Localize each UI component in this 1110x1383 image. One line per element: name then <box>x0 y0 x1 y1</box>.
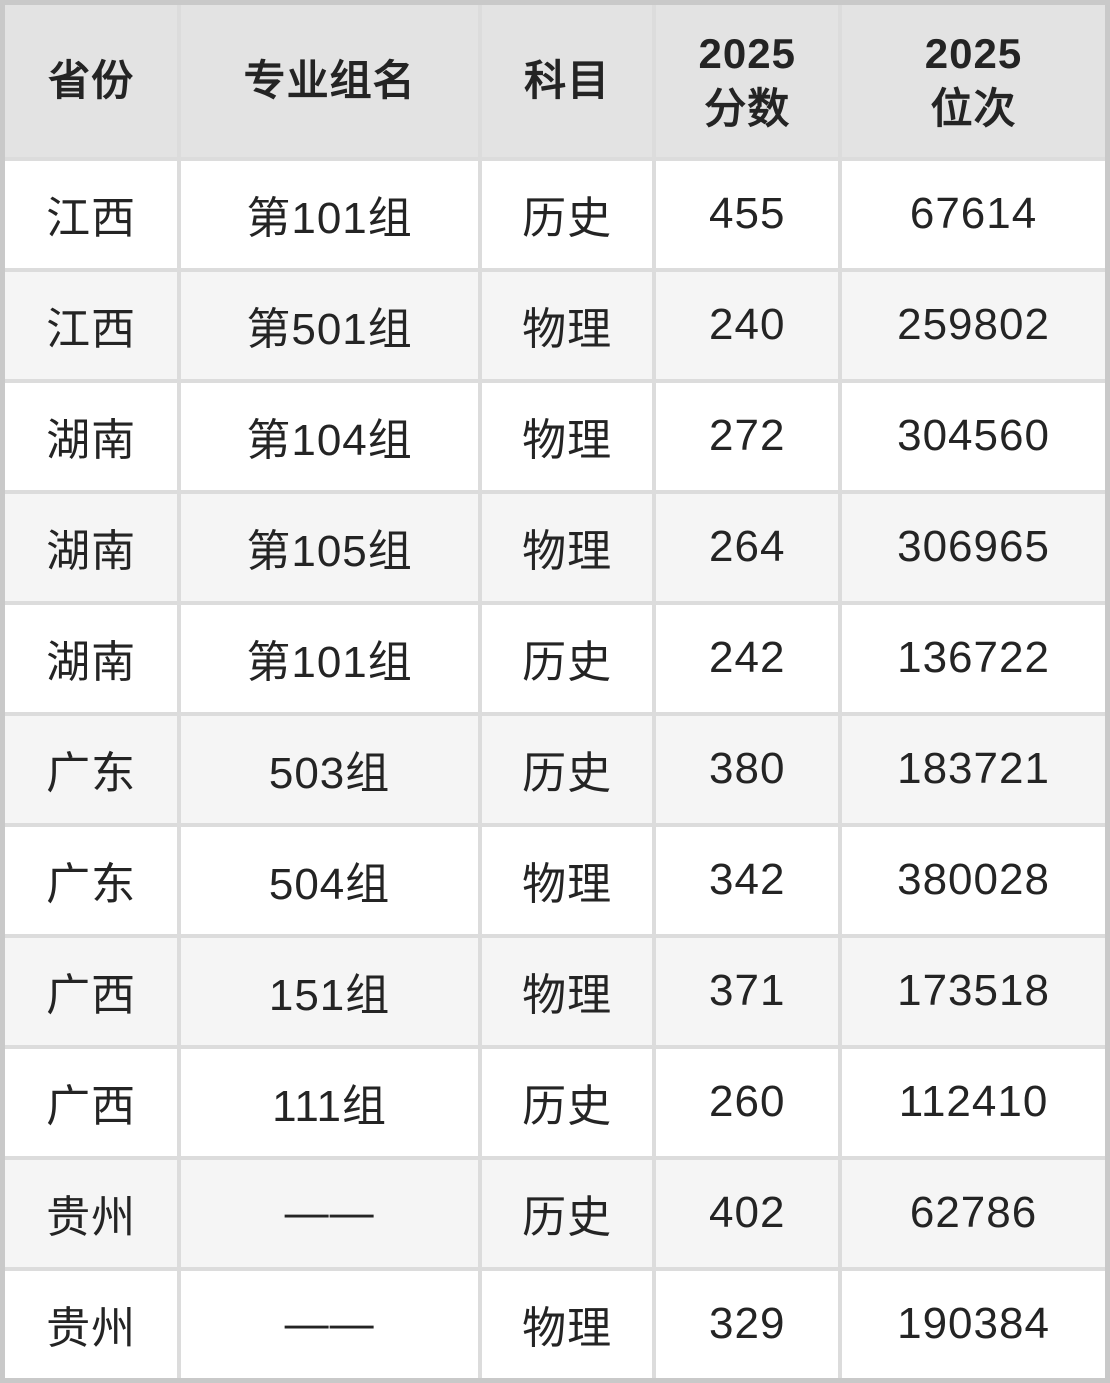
cell-rank_2025: 306965 <box>838 489 1110 605</box>
cell-score_2025: 272 <box>652 378 843 494</box>
cell-subject: 物理 <box>477 489 657 605</box>
cell-rank_2025: 173518 <box>838 933 1110 1049</box>
header-label-line: 省份 <box>48 57 135 105</box>
cell-subject: 物理 <box>477 933 657 1049</box>
table-row: 广西 151组 物理 371 173518 <box>0 933 1110 1049</box>
column-header-rank_2025: 2025 位次 <box>838 0 1110 161</box>
header-label-line: 科目 <box>524 57 611 105</box>
cell-group_name: —— <box>177 1155 482 1271</box>
cell-score_2025: 342 <box>652 822 843 938</box>
table-row: 广西 111组 历史 260 112410 <box>0 1044 1110 1160</box>
header-row: 省份 专业组名 科目 2025 分数 2025 位次 <box>0 0 1110 161</box>
cell-province: 广西 <box>0 933 182 1049</box>
column-header-score_2025: 2025 分数 <box>652 0 843 161</box>
cell-subject: 物理 <box>477 378 657 494</box>
cell-group_name: 第104组 <box>177 378 482 494</box>
cell-group_name: 503组 <box>177 711 482 827</box>
cell-rank_2025: 190384 <box>838 1266 1110 1383</box>
cell-score_2025: 242 <box>652 600 843 716</box>
cell-score_2025: 402 <box>652 1155 843 1271</box>
cell-subject: 历史 <box>477 1044 657 1160</box>
cell-province: 湖南 <box>0 378 182 494</box>
cell-subject: 物理 <box>477 822 657 938</box>
cell-rank_2025: 112410 <box>838 1044 1110 1160</box>
table-row: 贵州 —— 历史 402 62786 <box>0 1155 1110 1271</box>
cell-score_2025: 260 <box>652 1044 843 1160</box>
cell-score_2025: 380 <box>652 711 843 827</box>
cell-province: 广西 <box>0 1044 182 1160</box>
cell-subject: 历史 <box>477 711 657 827</box>
cell-score_2025: 371 <box>652 933 843 1049</box>
cell-rank_2025: 259802 <box>838 267 1110 383</box>
cell-province: 湖南 <box>0 600 182 716</box>
cell-province: 江西 <box>0 267 182 383</box>
table-row: 广东 503组 历史 380 183721 <box>0 711 1110 827</box>
header-label-line: 专业组名 <box>243 57 416 105</box>
cell-rank_2025: 136722 <box>838 600 1110 716</box>
cell-group_name: 第105组 <box>177 489 482 605</box>
cell-province: 广东 <box>0 711 182 827</box>
header-label-line: 2025 <box>698 29 796 77</box>
cell-score_2025: 329 <box>652 1266 843 1383</box>
table-body: 江西 第101组 历史 455 67614 江西 第501组 物理 240 259802 湖南 第10… <box>0 157 1110 1383</box>
table-row: 湖南 第101组 历史 242 136722 <box>0 600 1110 716</box>
table-header: 省份 专业组名 科目 2025 分数 2025 位次 <box>0 0 1110 161</box>
header-label-line: 分数 <box>704 85 791 132</box>
cell-province: 江西 <box>0 157 182 272</box>
cell-group_name: 151组 <box>177 933 482 1049</box>
column-header-subject: 科目 <box>477 0 657 161</box>
header-label-line: 位次 <box>930 85 1017 132</box>
cell-group_name: 第101组 <box>177 600 482 716</box>
cell-score_2025: 264 <box>652 489 843 605</box>
cell-rank_2025: 67614 <box>838 157 1110 272</box>
cell-rank_2025: 62786 <box>838 1155 1110 1271</box>
table-row: 湖南 第105组 物理 264 306965 <box>0 489 1110 605</box>
cell-group_name: 第501组 <box>177 267 482 383</box>
table-row: 江西 第101组 历史 455 67614 <box>0 157 1110 272</box>
cell-subject: 历史 <box>477 157 657 272</box>
cell-subject: 物理 <box>477 1266 657 1383</box>
column-header-province: 省份 <box>0 0 182 161</box>
table-row: 江西 第501组 物理 240 259802 <box>0 267 1110 383</box>
cell-subject: 历史 <box>477 1155 657 1271</box>
cell-province: 贵州 <box>0 1266 182 1383</box>
table-row: 湖南 第104组 物理 272 304560 <box>0 378 1110 494</box>
cell-province: 贵州 <box>0 1155 182 1271</box>
column-header-group_name: 专业组名 <box>177 0 482 161</box>
cell-subject: 历史 <box>477 600 657 716</box>
header-label-line: 2025 <box>924 29 1023 77</box>
cell-group_name: 111组 <box>177 1044 482 1160</box>
cell-score_2025: 240 <box>652 267 843 383</box>
cell-province: 湖南 <box>0 489 182 605</box>
cell-group_name: 第101组 <box>177 157 482 272</box>
cell-group_name: —— <box>177 1266 482 1383</box>
cell-rank_2025: 380028 <box>838 822 1110 938</box>
table-row: 贵州 —— 物理 329 190384 <box>0 1266 1110 1383</box>
cell-group_name: 504组 <box>177 822 482 938</box>
cell-score_2025: 455 <box>652 157 843 272</box>
cell-subject: 物理 <box>477 267 657 383</box>
table-row: 广东 504组 物理 342 380028 <box>0 822 1110 938</box>
cell-rank_2025: 304560 <box>838 378 1110 494</box>
cell-rank_2025: 183721 <box>838 711 1110 827</box>
cell-province: 广东 <box>0 822 182 938</box>
